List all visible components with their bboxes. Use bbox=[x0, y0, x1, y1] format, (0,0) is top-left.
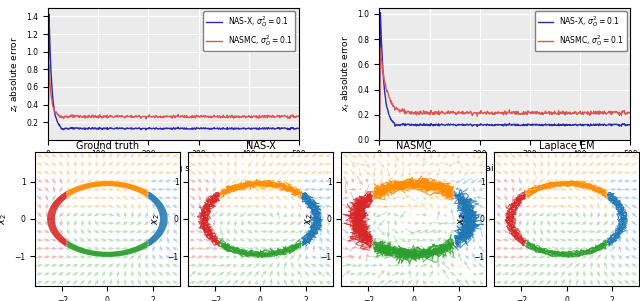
Line: NAS-X, $\sigma_O^2 = 0.1$: NAS-X, $\sigma_O^2 = 0.1$ bbox=[48, 14, 299, 140]
Line: NAS-X, $\sigma_O^2 = 0.1$: NAS-X, $\sigma_O^2 = 0.1$ bbox=[380, 12, 630, 140]
NASMC, $\sigma_O^2 = 0.1$ bbox=[538, 113, 545, 116]
NAS-X, $\sigma_O^2 = 0.1$ bbox=[136, 127, 144, 130]
NAS-X, $\sigma_O^2 = 0.1$ bbox=[376, 138, 383, 142]
Legend: NAS-X, $\sigma_O^2 = 0.1$, NASMC, $\sigma_O^2 = 0.1$: NAS-X, $\sigma_O^2 = 0.1$, NASMC, $\sigm… bbox=[204, 11, 295, 51]
NASMC, $\sigma_O^2 = 0.1$ bbox=[206, 116, 214, 119]
NAS-X, $\sigma_O^2 = 0.1$ bbox=[584, 124, 591, 128]
NAS-X, $\sigma_O^2 = 0.1$ bbox=[118, 126, 125, 130]
Title: Laplace EM: Laplace EM bbox=[539, 141, 595, 151]
NASMC, $\sigma_O^2 = 0.1$ bbox=[118, 114, 125, 118]
Line: NASMC, $\sigma_O^2 = 0.1$: NASMC, $\sigma_O^2 = 0.1$ bbox=[380, 49, 630, 140]
Line: NASMC, $\sigma_O^2 = 0.1$: NASMC, $\sigma_O^2 = 0.1$ bbox=[48, 66, 299, 140]
NASMC, $\sigma_O^2 = 0.1$ bbox=[45, 64, 53, 67]
NAS-X, $\sigma_O^2 = 0.1$ bbox=[541, 123, 548, 126]
NAS-X, $\sigma_O^2 = 0.1$ bbox=[107, 127, 115, 130]
Title: NAS-X: NAS-X bbox=[246, 141, 275, 151]
NASMC, $\sigma_O^2 = 0.1$ bbox=[449, 110, 456, 114]
NASMC, $\sigma_O^2 = 0.1$ bbox=[627, 110, 634, 114]
NASMC, $\sigma_O^2 = 0.1$ bbox=[438, 111, 446, 115]
Title: NASMC: NASMC bbox=[396, 141, 431, 151]
NAS-X, $\sigma_O^2 = 0.1$ bbox=[449, 123, 456, 126]
Legend: NAS-X, $\sigma_O^2 = 0.1$, NASMC, $\sigma_O^2 = 0.1$: NAS-X, $\sigma_O^2 = 0.1$, NASMC, $\sigm… bbox=[534, 11, 627, 51]
NAS-X, $\sigma_O^2 = 0.1$ bbox=[376, 11, 384, 14]
NASMC, $\sigma_O^2 = 0.1$ bbox=[467, 111, 475, 115]
Title: Ground truth: Ground truth bbox=[76, 141, 139, 151]
NASMC, $\sigma_O^2 = 0.1$ bbox=[376, 138, 383, 142]
NASMC, $\sigma_O^2 = 0.1$ bbox=[107, 115, 115, 119]
Y-axis label: $x_2$: $x_2$ bbox=[150, 213, 162, 225]
NAS-X, $\sigma_O^2 = 0.1$ bbox=[467, 123, 475, 127]
NASMC, $\sigma_O^2 = 0.1$ bbox=[209, 114, 217, 118]
NAS-X, $\sigma_O^2 = 0.1$ bbox=[253, 127, 260, 131]
NAS-X, $\sigma_O^2 = 0.1$ bbox=[295, 126, 303, 130]
X-axis label: Proposal training steps (100s): Proposal training steps (100s) bbox=[106, 164, 241, 173]
Y-axis label: $x_2$: $x_2$ bbox=[456, 213, 468, 225]
NASMC, $\sigma_O^2 = 0.1$ bbox=[253, 116, 260, 119]
NAS-X, $\sigma_O^2 = 0.1$ bbox=[438, 123, 446, 127]
NAS-X, $\sigma_O^2 = 0.1$ bbox=[206, 127, 214, 131]
NAS-X, $\sigma_O^2 = 0.1$ bbox=[44, 138, 52, 142]
Y-axis label: $z_t$ absolute error: $z_t$ absolute error bbox=[8, 36, 20, 112]
X-axis label: Proposal training steps (100s): Proposal training steps (100s) bbox=[437, 164, 573, 173]
NAS-X, $\sigma_O^2 = 0.1$ bbox=[45, 13, 53, 16]
NASMC, $\sigma_O^2 = 0.1$ bbox=[136, 115, 144, 119]
NASMC, $\sigma_O^2 = 0.1$ bbox=[541, 110, 548, 114]
NASMC, $\sigma_O^2 = 0.1$ bbox=[44, 138, 52, 142]
Y-axis label: $x_t$ absolute error: $x_t$ absolute error bbox=[339, 35, 352, 112]
NASMC, $\sigma_O^2 = 0.1$ bbox=[295, 114, 303, 118]
Y-axis label: $x_2$: $x_2$ bbox=[0, 213, 9, 225]
NAS-X, $\sigma_O^2 = 0.1$ bbox=[538, 124, 545, 127]
NAS-X, $\sigma_O^2 = 0.1$ bbox=[627, 123, 634, 126]
NASMC, $\sigma_O^2 = 0.1$ bbox=[584, 113, 591, 116]
NAS-X, $\sigma_O^2 = 0.1$ bbox=[209, 126, 217, 130]
NASMC, $\sigma_O^2 = 0.1$ bbox=[376, 47, 384, 51]
Y-axis label: $x_2$: $x_2$ bbox=[303, 213, 315, 225]
